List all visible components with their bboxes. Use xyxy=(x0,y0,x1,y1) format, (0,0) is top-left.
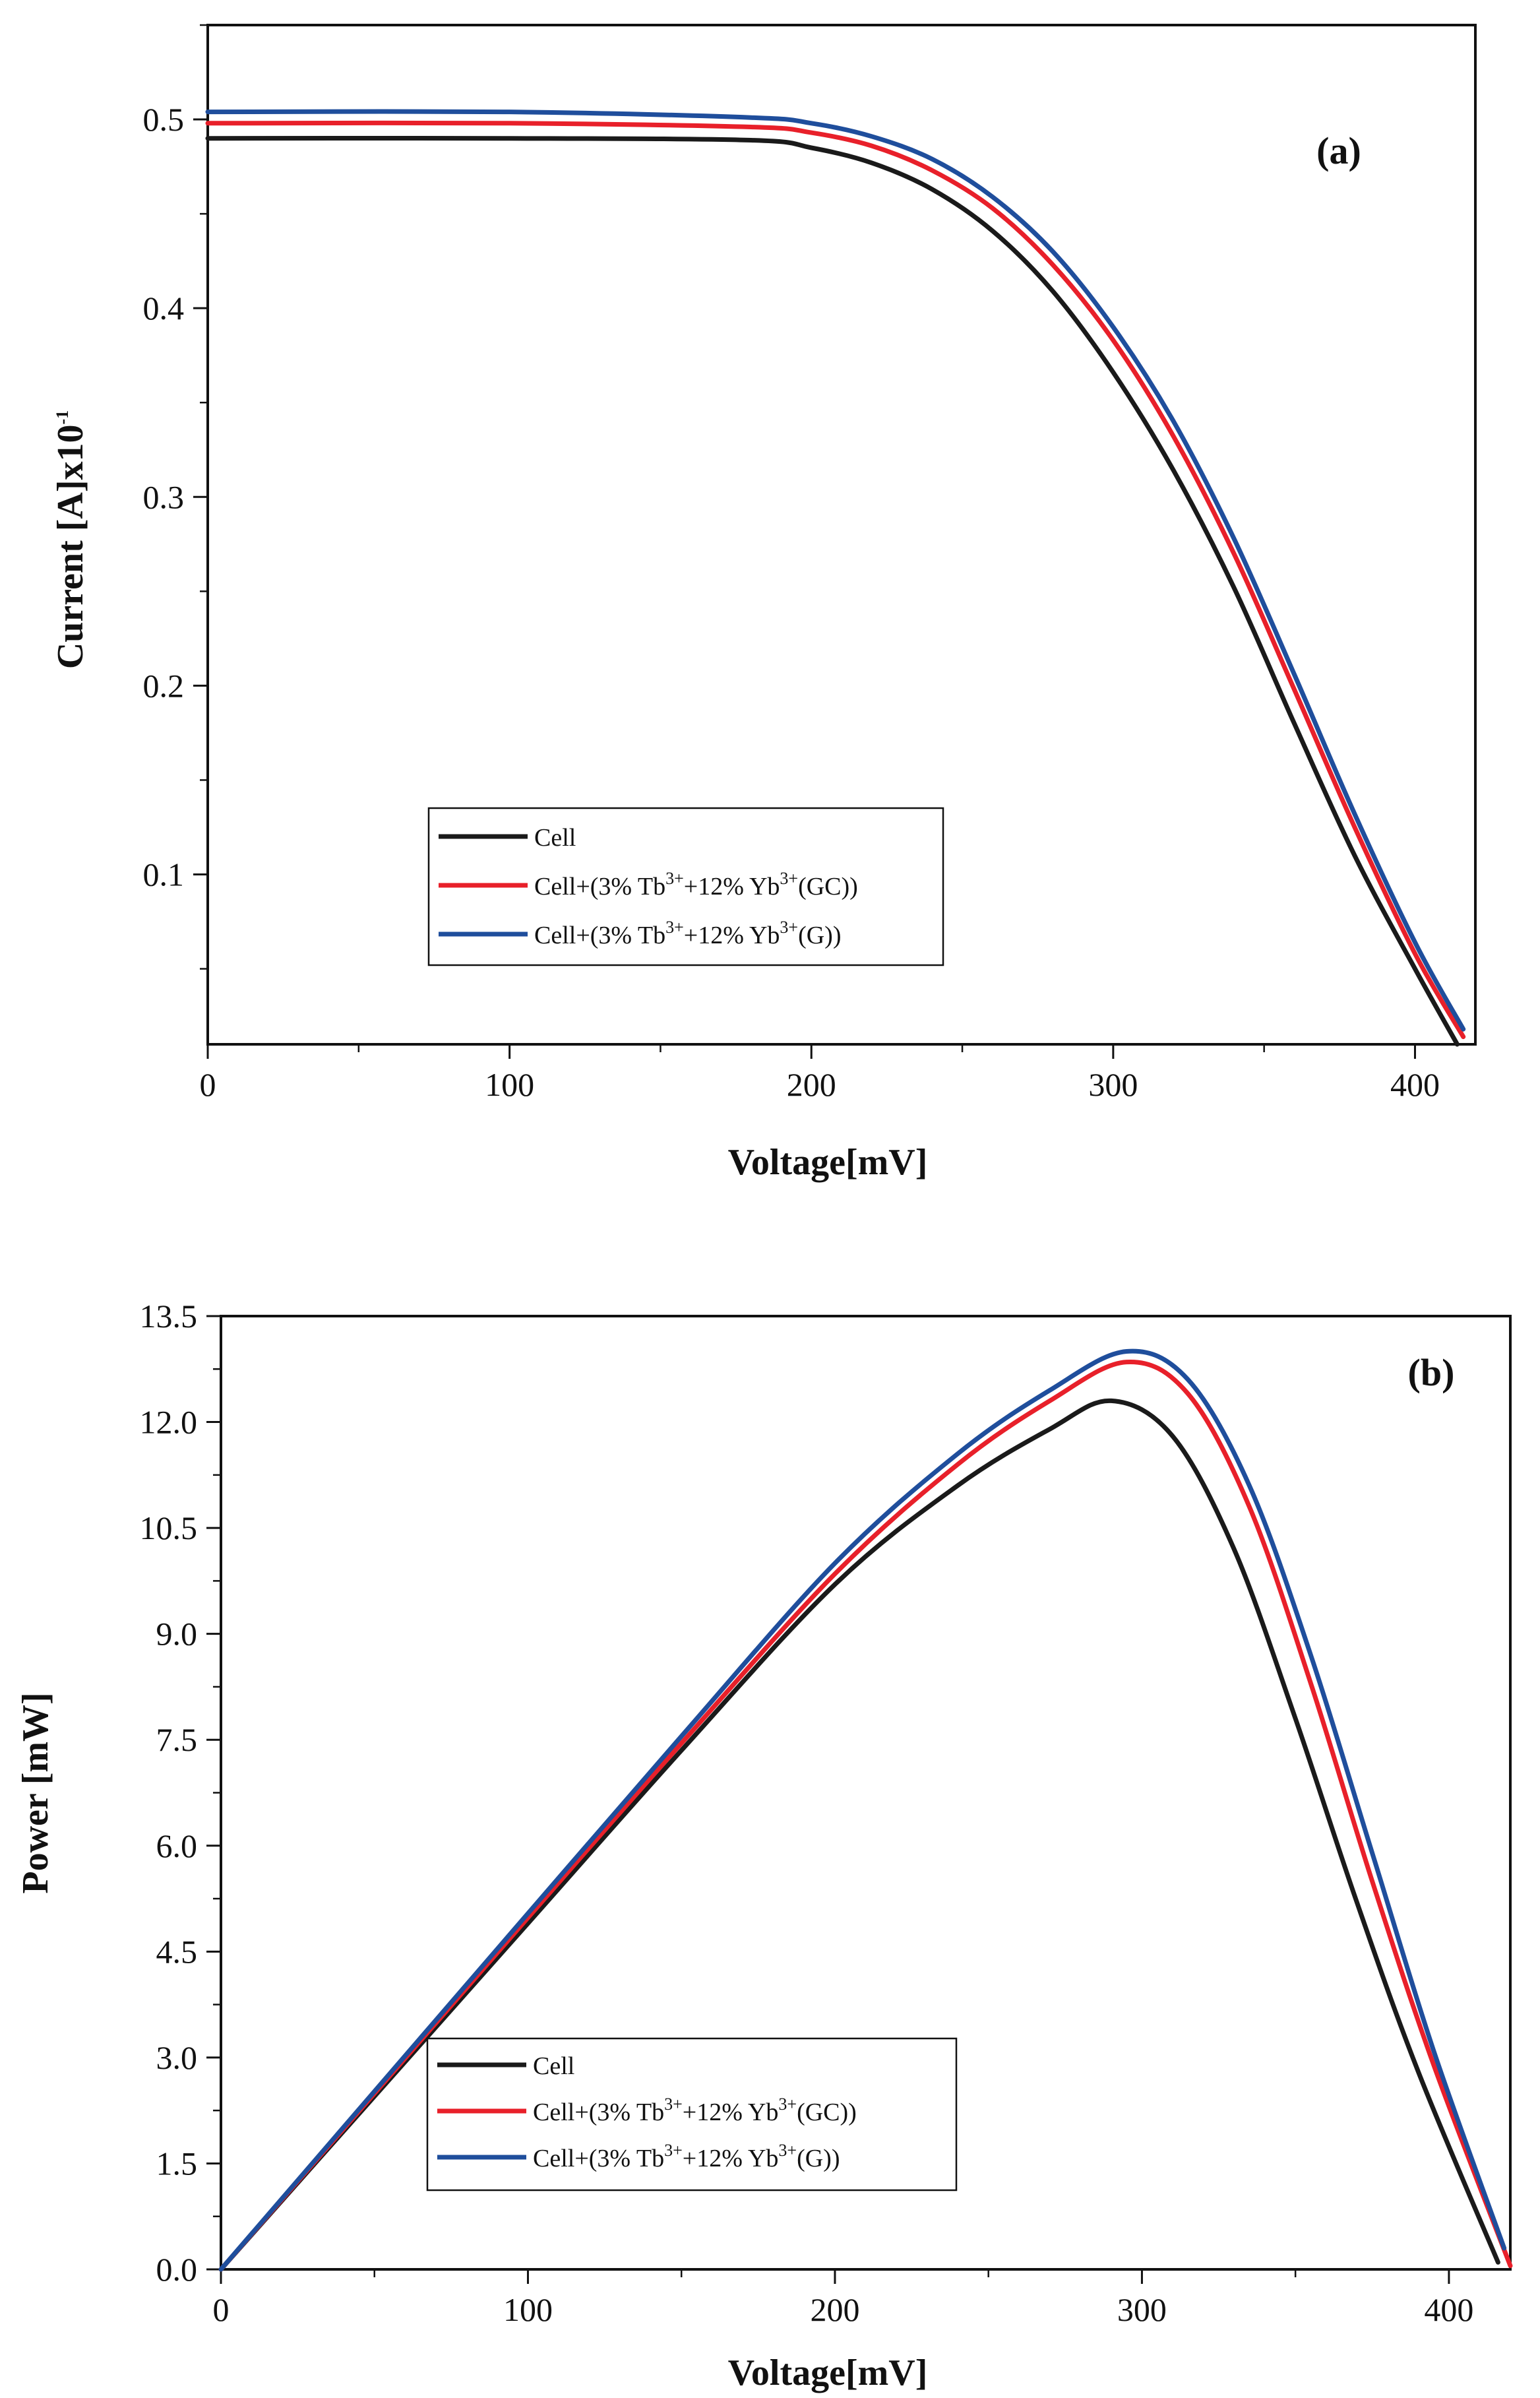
panel-a-x-tick-label: 400 xyxy=(1390,1066,1440,1103)
panel-b-x-tick-label: 400 xyxy=(1424,2291,1473,2328)
panel-b-label: (b) xyxy=(1408,1351,1455,1394)
panel-b-axis-ticks: 0 100 200 300 400 0.0 1.5 3.0 4.5 6.0 7.5 9.0 10.5 12… xyxy=(140,1298,1474,2328)
panel-a-legend: Cell Cell+(3% Tb3++12% Yb3+(GC)) Cell+(3% … xyxy=(427,807,944,966)
panel-a-legend-label-2: Cell+(3% Tb3++12% Yb3+(G)) xyxy=(534,918,841,949)
panel-b-series-line-1 xyxy=(218,1359,1513,2272)
panel-b-y-tick-label: 3.0 xyxy=(156,2039,198,2076)
panel-a-series-line-2 xyxy=(205,109,1466,1032)
panel-b-x-axis-title: Voltage[mV] xyxy=(728,2352,928,2393)
panel-b-y-tick-label: 7.5 xyxy=(156,1721,198,1758)
panel-a-y-axis-title-main: Current [A]x10 xyxy=(50,425,91,670)
panel-b-series-lines xyxy=(218,1348,1513,2272)
panel-b-y-tick-label: 10.5 xyxy=(140,1509,198,1546)
panel-a-legend-label-1: Cell+(3% Tb3++12% Yb3+(GC)) xyxy=(534,869,858,900)
panel-b-power-chart: 0 100 200 300 400 0.0 1.5 3.0 4.5 6.0 7.5 9.0 10.5 12… xyxy=(15,1298,1513,2393)
panel-b-y-tick-label: 6.0 xyxy=(156,1827,198,1864)
panel-b-y-axis-title: Power [mW] xyxy=(15,1692,56,1893)
panel-b-y-tick-label: 1.5 xyxy=(156,2145,198,2182)
panel-b-legend-label-2: Cell+(3% Tb3++12% Yb3+(G)) xyxy=(533,2141,840,2172)
panel-a-series-line-0 xyxy=(205,135,1460,1047)
panel-a-series-line-1 xyxy=(205,120,1466,1040)
panel-a-x-tick-label: 300 xyxy=(1088,1066,1138,1103)
panel-a-x-tick-label: 100 xyxy=(485,1066,534,1103)
panel-a-y-tick-label: 0.5 xyxy=(143,101,185,138)
panel-b-y-tick-label: 12.0 xyxy=(140,1404,198,1441)
panel-b-x-tick-label: 300 xyxy=(1117,2291,1167,2328)
panel-a-current-chart: 0 100 200 300 400 0.1 0.2 0.3 0.4 0.5 (a) Voltage… xyxy=(50,24,1477,1183)
panel-b-y-tick-label: 4.5 xyxy=(156,1933,198,1970)
panel-b-x-tick-label: 100 xyxy=(503,2291,553,2328)
panel-b-legend-label-0: Cell xyxy=(533,2052,574,2080)
panel-a-y-tick-label: 0.2 xyxy=(143,667,185,704)
panel-a-x-tick-label: 0 xyxy=(200,1066,216,1103)
panel-a-y-tick-label: 0.4 xyxy=(143,290,185,327)
panel-b-legend-label-1: Cell+(3% Tb3++12% Yb3+(GC)) xyxy=(533,2095,857,2126)
panel-a-plot-frame xyxy=(206,24,1477,1046)
panel-b-series-line-0 xyxy=(218,1398,1500,2272)
panel-a-x-axis-title: Voltage[mV] xyxy=(728,1142,928,1183)
panel-a-x-tick-label: 200 xyxy=(787,1066,836,1103)
panel-a-label: (a) xyxy=(1316,129,1361,172)
panel-b-x-tick-label: 0 xyxy=(213,2291,230,2328)
panel-b-y-tick-label: 0.0 xyxy=(156,2251,198,2288)
panel-a-y-tick-label: 0.3 xyxy=(143,478,185,515)
panel-a-y-axis-title-sup: -1 xyxy=(53,410,72,425)
panel-b-y-tick-label: 9.0 xyxy=(156,1616,198,1653)
panel-b-legend: Cell Cell+(3% Tb3++12% Yb3+(GC)) Cell+(3% … xyxy=(426,2037,958,2192)
panel-a-y-axis-title: Current [A]x10-1 xyxy=(50,410,91,669)
panel-b-series-line-2 xyxy=(218,1348,1507,2272)
panel-b-x-tick-label: 200 xyxy=(810,2291,859,2328)
panel-b-y-axis-title-main: Power [mW] xyxy=(15,1692,56,1893)
panel-a-y-tick-label: 0.1 xyxy=(143,856,185,893)
panel-a-legend-label-0: Cell xyxy=(534,824,576,852)
panel-b-y-tick-label: 13.5 xyxy=(140,1298,198,1335)
panel-a-series-lines xyxy=(205,109,1466,1047)
panel-a-axis-ticks: 0 100 200 300 400 0.1 0.2 0.3 0.4 0.5 xyxy=(143,24,1440,1103)
